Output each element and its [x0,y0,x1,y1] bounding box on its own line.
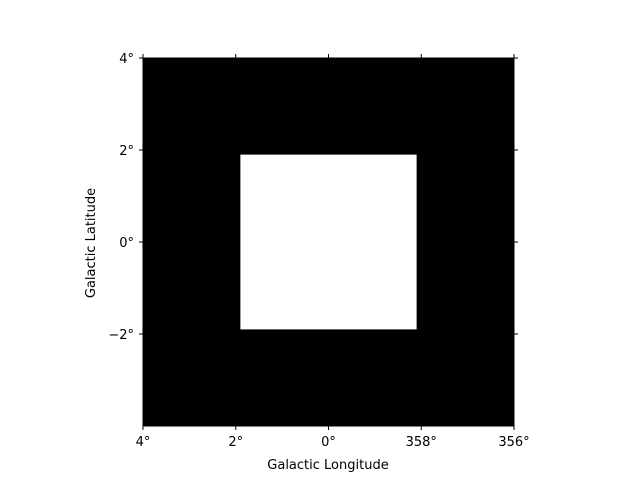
bright-square [240,154,417,330]
x-tick-label: 2° [228,435,243,450]
x-tick-label: 4° [136,435,151,450]
y-tick-label: 2° [119,144,134,159]
x-tick-label: 0° [321,435,336,450]
x-tick-label: 358° [406,435,437,450]
y-tick-label: 4° [119,52,134,67]
y-tick-label: 0° [119,236,134,251]
x-tick-label: 356° [498,435,529,450]
y-axis-label: Galactic Latitude [84,188,99,298]
y-tick-label: −2° [108,328,134,343]
x-axis-label: Galactic Longitude [267,458,388,473]
